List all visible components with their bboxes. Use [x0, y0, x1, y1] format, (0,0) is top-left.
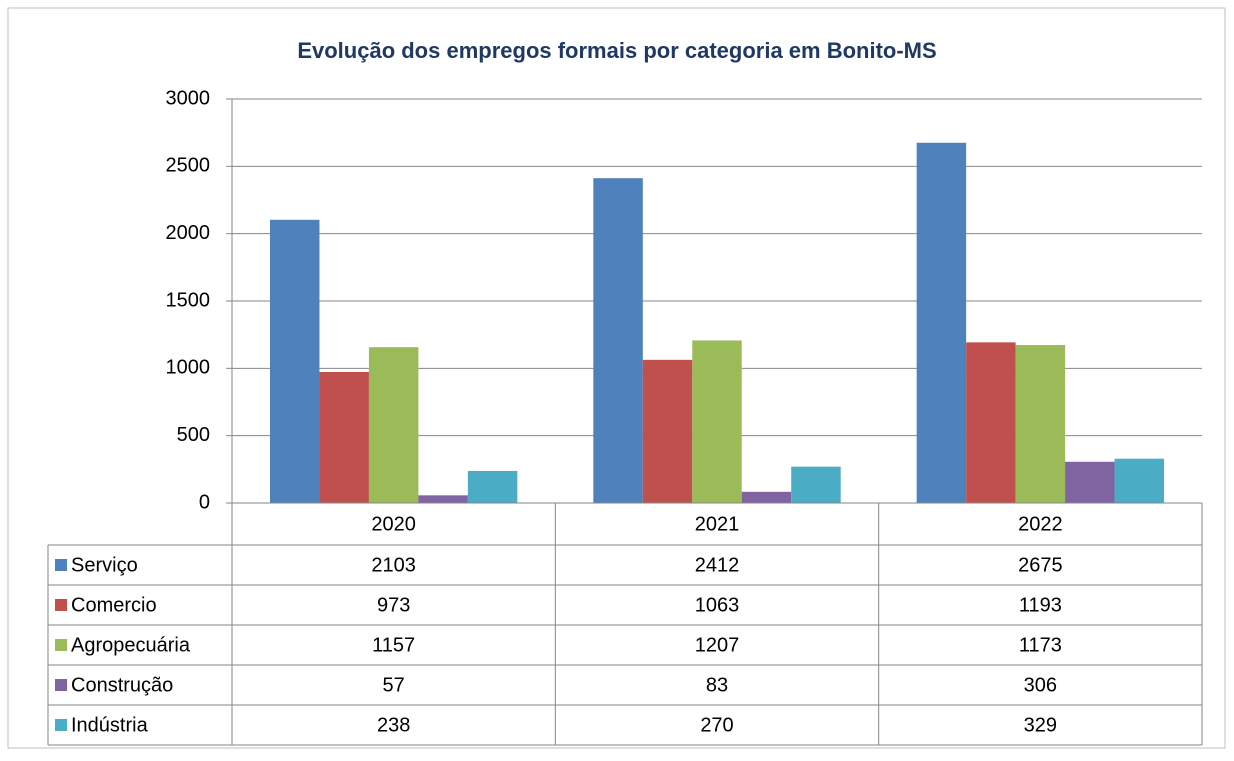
table-value: 1157: [372, 634, 415, 656]
legend-label: Indústria: [71, 714, 149, 736]
bar: [916, 142, 967, 503]
bar: [741, 491, 792, 503]
y-tick-label: 0: [199, 491, 210, 513]
legend-key: [55, 559, 67, 571]
table-value: 57: [383, 674, 405, 696]
table-value: 2675: [1018, 554, 1063, 576]
legend-key: [55, 599, 67, 611]
table-value: 2103: [371, 554, 416, 576]
bar: [467, 470, 518, 503]
table-value: 1193: [1019, 594, 1062, 616]
y-tick-label: 2000: [166, 222, 211, 244]
bar: [593, 178, 643, 503]
y-tick-label: 2500: [166, 155, 211, 177]
legend-label: Serviço: [71, 554, 138, 576]
bar: [1015, 345, 1066, 503]
legend-label: Agropecuária: [71, 634, 191, 656]
legend-key: [55, 719, 67, 731]
bar: [1065, 461, 1115, 503]
x-tick-label: 2021: [695, 513, 740, 535]
bar: [692, 340, 742, 503]
legend-label: Construção: [71, 674, 173, 696]
bar: [791, 466, 841, 503]
x-tick-label: 2022: [1018, 513, 1063, 535]
table-value: 1063: [695, 594, 740, 616]
chart-title: Evolução dos empregos formais por catego…: [297, 38, 936, 63]
table-value: 83: [706, 674, 728, 696]
table-value: 238: [377, 714, 410, 736]
x-tick-label: 2020: [371, 513, 416, 535]
y-tick-label: 1500: [166, 289, 211, 311]
table-value: 270: [700, 714, 733, 736]
bar: [269, 219, 320, 503]
legend-label: Comercio: [71, 594, 157, 616]
table-value: 1207: [695, 634, 740, 656]
legend-key: [55, 639, 67, 651]
bar: [418, 495, 468, 503]
y-tick-label: 1000: [166, 357, 211, 379]
table-value: 1173: [1019, 634, 1062, 656]
bar: [966, 342, 1016, 503]
legend-key: [55, 679, 67, 691]
table-value: 306: [1024, 674, 1057, 696]
y-tick-label: 500: [177, 424, 210, 446]
bar: [642, 359, 693, 503]
table-value: 2412: [695, 554, 740, 576]
table-value: 973: [377, 594, 410, 616]
table-value: 329: [1024, 714, 1057, 736]
bar: [368, 347, 419, 503]
bar: [1114, 458, 1165, 503]
bar: [319, 371, 369, 503]
y-tick-label: 3000: [166, 87, 211, 109]
